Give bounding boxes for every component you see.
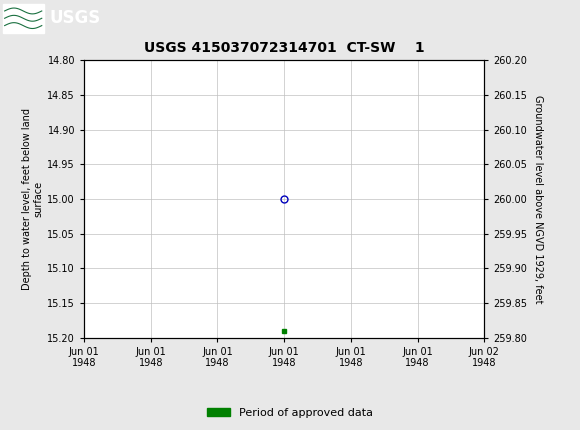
Legend: Period of approved data: Period of approved data: [203, 403, 377, 422]
Bar: [3, 3, 43, 33]
Y-axis label: Depth to water level, feet below land
surface: Depth to water level, feet below land su…: [21, 108, 43, 290]
Text: USGS: USGS: [49, 9, 100, 27]
Title: USGS 415037072314701  CT-SW    1: USGS 415037072314701 CT-SW 1: [144, 41, 425, 55]
Y-axis label: Groundwater level above NGVD 1929, feet: Groundwater level above NGVD 1929, feet: [533, 95, 543, 303]
